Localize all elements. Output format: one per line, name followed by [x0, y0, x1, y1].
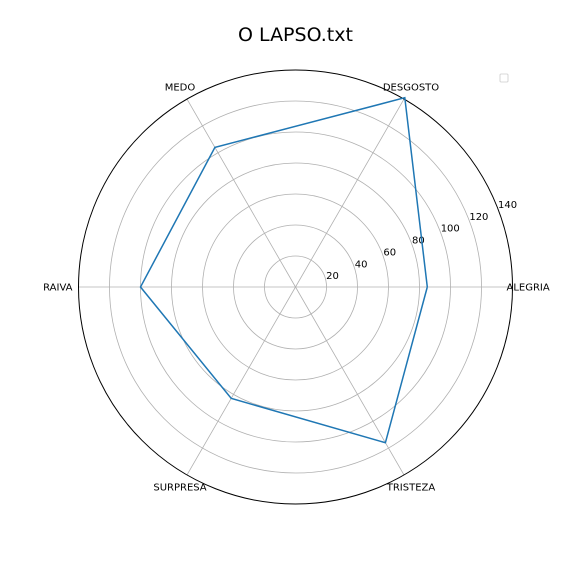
- category-label: MEDO: [165, 82, 196, 93]
- r-tick-label: 140: [498, 200, 517, 211]
- category-label: ALEGRIA: [507, 283, 550, 294]
- category-label: RAIVA: [43, 283, 73, 294]
- series-line: [139, 96, 429, 444]
- grid-spoke: [295, 98, 405, 288]
- r-tick-label: 20: [326, 271, 339, 282]
- grid-spoke: [295, 286, 405, 476]
- legend-box: [499, 73, 509, 83]
- r-tick-label: 100: [441, 224, 460, 235]
- category-label: DESGOSTO: [383, 82, 439, 93]
- category-labels: ALEGRIA DESGOSTO MEDO RAIVA SURPRESA TRISTEZA: [43, 82, 550, 493]
- r-tick-label: 60: [383, 247, 396, 258]
- r-tick-label: 120: [469, 212, 488, 223]
- r-tick-labels: 20 40 60 80 100 120 140: [326, 200, 517, 282]
- category-label: SURPRESA: [153, 483, 206, 494]
- grid-layer: [78, 69, 513, 505]
- grid-spoke: [186, 286, 296, 476]
- category-label: TRISTEZA: [386, 483, 436, 494]
- series-layer: [139, 96, 429, 444]
- grid-spoke: [186, 98, 296, 288]
- polar-frame: [78, 69, 513, 505]
- chart-title: O LAPSO.txt: [238, 24, 353, 46]
- r-tick-label: 80: [412, 236, 425, 247]
- r-tick-label: 40: [355, 259, 368, 270]
